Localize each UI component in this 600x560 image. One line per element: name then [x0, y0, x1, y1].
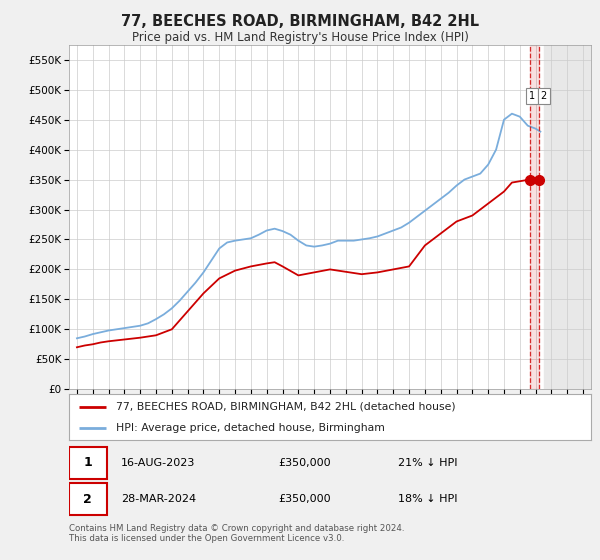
Bar [530, 45, 539, 389]
Text: HPI: Average price, detached house, Birmingham: HPI: Average price, detached house, Birm… [116, 423, 385, 433]
Text: 1: 1 [83, 456, 92, 469]
Text: 18% ↓ HPI: 18% ↓ HPI [398, 494, 457, 504]
Text: Price paid vs. HM Land Registry's House Price Index (HPI): Price paid vs. HM Land Registry's House … [131, 31, 469, 44]
Text: 21% ↓ HPI: 21% ↓ HPI [398, 458, 457, 468]
Text: £350,000: £350,000 [278, 458, 331, 468]
Bar [69, 483, 107, 515]
Text: 2: 2 [541, 91, 547, 101]
Text: 77, BEECHES ROAD, BIRMINGHAM, B42 2HL (detached house): 77, BEECHES ROAD, BIRMINGHAM, B42 2HL (d… [116, 402, 455, 412]
Text: 2: 2 [83, 493, 92, 506]
Bar [69, 447, 107, 479]
Text: 77, BEECHES ROAD, BIRMINGHAM, B42 2HL: 77, BEECHES ROAD, BIRMINGHAM, B42 2HL [121, 14, 479, 29]
Bar [544, 45, 591, 389]
Text: Contains HM Land Registry data © Crown copyright and database right 2024.
This d: Contains HM Land Registry data © Crown c… [69, 524, 404, 543]
Text: £350,000: £350,000 [278, 494, 331, 504]
Text: 28-MAR-2024: 28-MAR-2024 [121, 494, 196, 504]
Text: 16-AUG-2023: 16-AUG-2023 [121, 458, 196, 468]
Text: 1: 1 [529, 91, 535, 101]
Bar [544, 45, 591, 389]
